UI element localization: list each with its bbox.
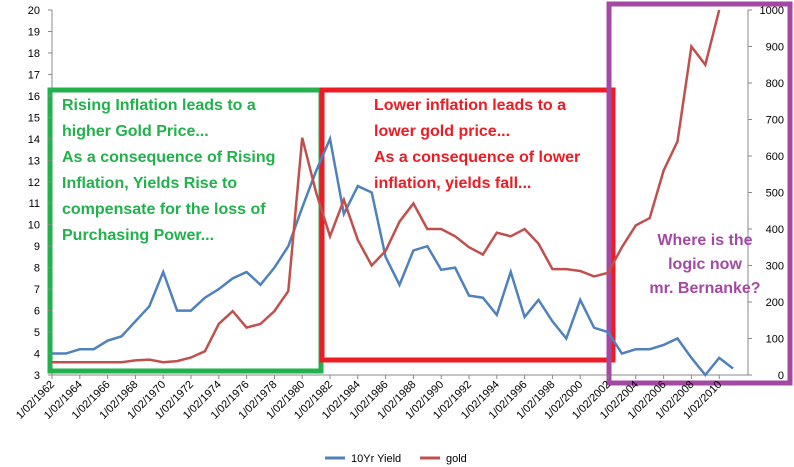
y-tick-label: 3 xyxy=(34,370,40,382)
y-tick-label: 5 xyxy=(34,327,40,339)
y-tick-label: 18 xyxy=(28,48,40,60)
y2-tick-label: 900 xyxy=(766,42,784,54)
annotation: Rising Inflation leads to a xyxy=(62,97,256,114)
y2-tick-label: 100 xyxy=(766,334,784,346)
annotation: lower gold price... xyxy=(374,123,510,140)
annotation: As a consequence of Rising xyxy=(62,149,275,166)
y-tick-label: 12 xyxy=(28,177,40,189)
y-tick-label: 13 xyxy=(28,155,40,167)
y2-tick-label: 1000 xyxy=(760,5,784,17)
y-tick-label: 20 xyxy=(28,5,40,17)
y-tick-label: 8 xyxy=(34,263,40,275)
annotation: As a consequence of lower xyxy=(374,149,580,166)
y2-tick-label: 0 xyxy=(778,370,784,382)
annotation: Purchasing Power... xyxy=(62,227,214,244)
annotation: inflation, yields fall... xyxy=(374,175,531,192)
y2-tick-label: 400 xyxy=(766,224,784,236)
annotation: mr. Bernanke? xyxy=(649,280,760,297)
y2-tick-label: 700 xyxy=(766,115,784,127)
y2-tick-label: 500 xyxy=(766,188,784,200)
y2-tick-label: 300 xyxy=(766,261,784,273)
y-tick-label: 4 xyxy=(34,349,40,361)
annotation: compensate for the loss of xyxy=(62,201,266,218)
y-tick-label: 15 xyxy=(28,112,40,124)
y2-tick-label: 800 xyxy=(766,78,784,90)
annotation: Inflation, Yields Rise to xyxy=(62,175,237,192)
purple-box xyxy=(606,1,793,386)
y-tick-label: 6 xyxy=(34,306,40,318)
legend-label: gold xyxy=(446,453,467,465)
y-tick-label: 16 xyxy=(28,91,40,103)
annotation: logic now xyxy=(668,256,742,273)
annotation: Where is the xyxy=(657,232,752,249)
y-tick-label: 14 xyxy=(28,134,40,146)
series-line xyxy=(52,9,721,364)
y-tick-label: 17 xyxy=(28,69,40,81)
annotation: higher Gold Price... xyxy=(62,123,209,140)
y2-tick-label: 600 xyxy=(766,151,784,163)
y2-tick-label: 200 xyxy=(766,297,784,309)
legend-label: 10Yr Yield xyxy=(351,453,401,465)
y-tick-label: 10 xyxy=(28,220,40,232)
y-tick-label: 9 xyxy=(34,241,40,253)
series-line xyxy=(52,134,734,377)
y-tick-label: 7 xyxy=(34,284,40,296)
red-box xyxy=(319,87,616,363)
annotation: Lower inflation leads to a xyxy=(374,97,566,114)
y-tick-label: 11 xyxy=(29,198,40,210)
y-tick-label: 19 xyxy=(28,26,40,38)
